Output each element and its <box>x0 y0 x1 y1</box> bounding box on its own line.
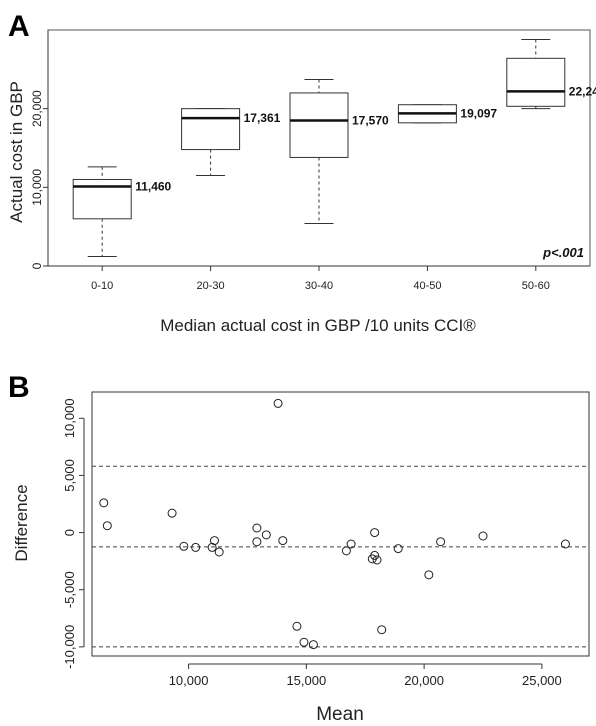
data-point <box>370 528 380 538</box>
box-body <box>181 108 241 151</box>
box-40-50: 19,097 <box>397 104 497 124</box>
p-value-annotation: p<.001 <box>542 245 584 260</box>
data-point <box>424 570 434 580</box>
data-point <box>273 398 283 408</box>
x-tick-label: 30-40 <box>305 280 333 292</box>
x-tick-label: 10,000 <box>169 673 209 688</box>
box-50-60: 22,245 <box>506 38 596 110</box>
panel-a-boxes: 11,460 17,361 17,570 19,097 22,245 <box>72 38 596 258</box>
data-point <box>341 546 351 556</box>
data-point <box>299 637 309 647</box>
data-point <box>478 531 488 541</box>
box-20-30: 17,361 <box>181 108 281 177</box>
median-value-label: 19,097 <box>460 106 497 120</box>
data-point <box>370 550 380 560</box>
data-point <box>191 542 201 552</box>
panel-b-letter: B <box>8 371 30 404</box>
box-body <box>289 92 349 158</box>
median-value-label: 17,361 <box>244 111 281 125</box>
data-point <box>179 541 189 551</box>
panel-b-y-axis-title: Difference <box>12 484 31 561</box>
data-point <box>292 621 302 631</box>
median-value-label: 17,570 <box>352 113 389 127</box>
box-30-40: 17,570 <box>289 79 389 225</box>
y-tick-label: 20,000 <box>30 90 44 127</box>
y-tick-label: 10,000 <box>62 398 77 438</box>
panel-b-x-ticks: 10,000 15,000 20,000 25,000 <box>169 663 562 688</box>
panel-a-letter: A <box>8 10 30 43</box>
y-tick-label: -5,000 <box>62 571 77 608</box>
median-value-label: 11,460 <box>135 180 171 194</box>
data-point <box>346 539 356 549</box>
panel-a-y-ticks: 0 10,000 20,000 <box>30 90 48 269</box>
data-point <box>102 521 112 531</box>
panel-a-y-axis-title: Actual cost in GBP <box>7 81 26 223</box>
panel-b-x-axis-title: Mean <box>316 704 364 725</box>
panel-a-x-ticks: 0-10 20-30 30-40 40-50 50-60 <box>91 266 550 292</box>
data-point <box>393 544 403 554</box>
x-tick-label: 20,000 <box>404 673 444 688</box>
y-tick-label: 5,000 <box>62 459 77 492</box>
y-tick-label: 0 <box>30 262 44 269</box>
x-tick-label: 50-60 <box>522 280 550 292</box>
data-point <box>308 640 318 650</box>
y-tick-label: 10,000 <box>30 169 44 206</box>
panel-b-y-ticks: -10,000 -5,000 0 5,000 10,000 <box>62 398 85 669</box>
data-point <box>167 508 177 518</box>
panel-b: B -10,000 -5,000 0 5,000 10,000 10,000 15,000… <box>8 371 590 725</box>
data-point <box>209 536 219 546</box>
x-tick-label: 20-30 <box>197 280 225 292</box>
y-tick-label: 0 <box>62 529 77 536</box>
data-point <box>278 536 288 546</box>
panel-b-reference-lines <box>92 465 589 648</box>
median-value-label: 22,245 <box>569 84 596 98</box>
data-point <box>261 530 271 540</box>
panel-a-x-axis-title: Median actual cost in GBP /10 units CCI® <box>160 316 476 335</box>
x-tick-label: 25,000 <box>522 673 562 688</box>
x-tick-label: 15,000 <box>286 673 326 688</box>
panel-a: A 0 10,000 20,000 0-10 20-30 30-40 40-50 50-60… <box>7 10 596 335</box>
data-point <box>252 523 262 533</box>
data-point <box>207 542 217 552</box>
data-point <box>252 537 262 547</box>
data-point <box>214 547 224 557</box>
box-body <box>506 57 566 107</box>
panel-b-points <box>99 398 570 650</box>
data-point <box>99 498 109 508</box>
panel-b-plot-frame <box>91 391 590 657</box>
x-tick-label: 0-10 <box>91 280 113 292</box>
data-point <box>436 537 446 547</box>
box-0-10: 11,460 <box>72 166 172 258</box>
data-point <box>377 625 387 635</box>
data-point <box>372 555 382 565</box>
y-tick-label: -10,000 <box>62 625 77 669</box>
x-tick-label: 40-50 <box>413 280 441 292</box>
data-point <box>560 539 570 549</box>
